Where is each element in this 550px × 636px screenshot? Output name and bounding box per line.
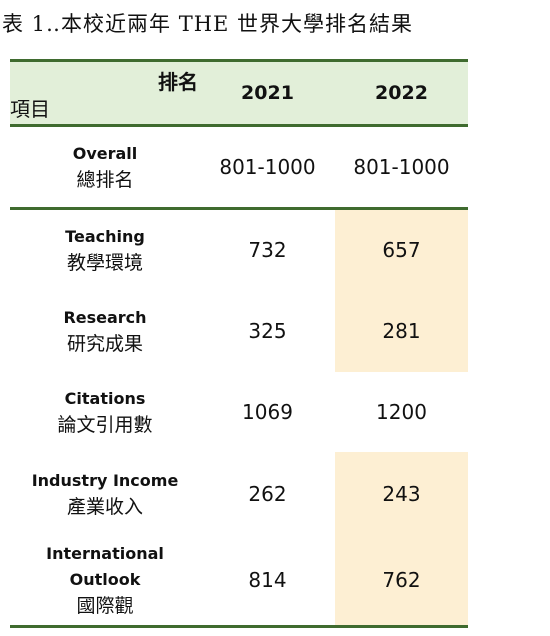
rank-value: 1200 <box>376 400 427 424</box>
year-header: 2022 <box>335 59 468 127</box>
table-row: Citations 論文引用數 1069 1200 <box>10 372 468 452</box>
table-row: Teaching 教學環境 732 657 <box>10 208 468 291</box>
item-label-en: Industry Income <box>31 470 179 490</box>
corner-cell: 排名 項目 <box>10 59 200 127</box>
rank-value: 325 <box>248 319 287 343</box>
item-label-en: Teaching <box>65 227 145 246</box>
item-label-en: Research <box>63 308 147 327</box>
rank-value: 762 <box>335 535 468 628</box>
rank-value: 801-1000 <box>200 125 335 210</box>
item-label-en: International <box>46 544 164 563</box>
year-header: 2021 <box>200 59 335 127</box>
item-cell: Industry Income 產業收入 <box>10 452 200 535</box>
rank-value: 1069 <box>242 400 293 424</box>
table-body: 排名 項目 2021 2022 Overall 總排名 801-1000 801-10… <box>10 59 468 628</box>
item-label-zh: 論文引用數 <box>57 414 153 436</box>
table-row: Overall 總排名 801-1000 801-1000 <box>10 125 468 210</box>
rank-value: 732 <box>248 238 287 262</box>
corner-bottom: 項目 <box>10 97 50 121</box>
item-cell: Teaching 教學環境 <box>10 209 200 291</box>
rank-value: 243 <box>335 452 468 535</box>
rank-value: 814 <box>200 535 335 628</box>
item-cell: Overall 總排名 <box>10 125 200 210</box>
rank-value: 281 <box>335 290 468 372</box>
rank-value: 262 <box>248 481 287 506</box>
rank-value: 801-1000 <box>335 125 468 210</box>
item-label-zh: 研究成果 <box>66 333 143 355</box>
table-caption: 表 1‥本校近兩年 THE 世界大學排名結果 <box>2 12 414 36</box>
item-label-en: Outlook <box>69 570 141 589</box>
item-cell: Citations 論文引用數 <box>10 372 200 452</box>
item-label-zh: 國際觀 <box>76 595 134 617</box>
item-cell: Research 研究成果 <box>10 290 200 372</box>
item-label-zh: 總排名 <box>76 169 134 191</box>
table-row: Research 研究成果 325 281 <box>10 290 468 372</box>
rank-value: 657 <box>335 208 468 290</box>
item-cell: International Outlook 國際觀 <box>10 535 200 628</box>
table-row: International Outlook 國際觀 814 762 <box>10 535 468 628</box>
corner-top: 排名 <box>158 70 198 94</box>
item-label-en: Overall <box>72 144 138 163</box>
table-row: Industry Income 產業收入 262 243 <box>10 452 468 535</box>
item-label-en: Citations <box>64 389 146 408</box>
item-label-zh: 教學環境 <box>66 252 143 274</box>
header-row: 排名 項目 2021 2022 <box>10 59 468 127</box>
item-label-zh: 產業收入 <box>66 495 143 518</box>
ranking-table: 排名 項目 2021 2022 Overall 總排名 801-1000 801-10… <box>10 59 468 628</box>
